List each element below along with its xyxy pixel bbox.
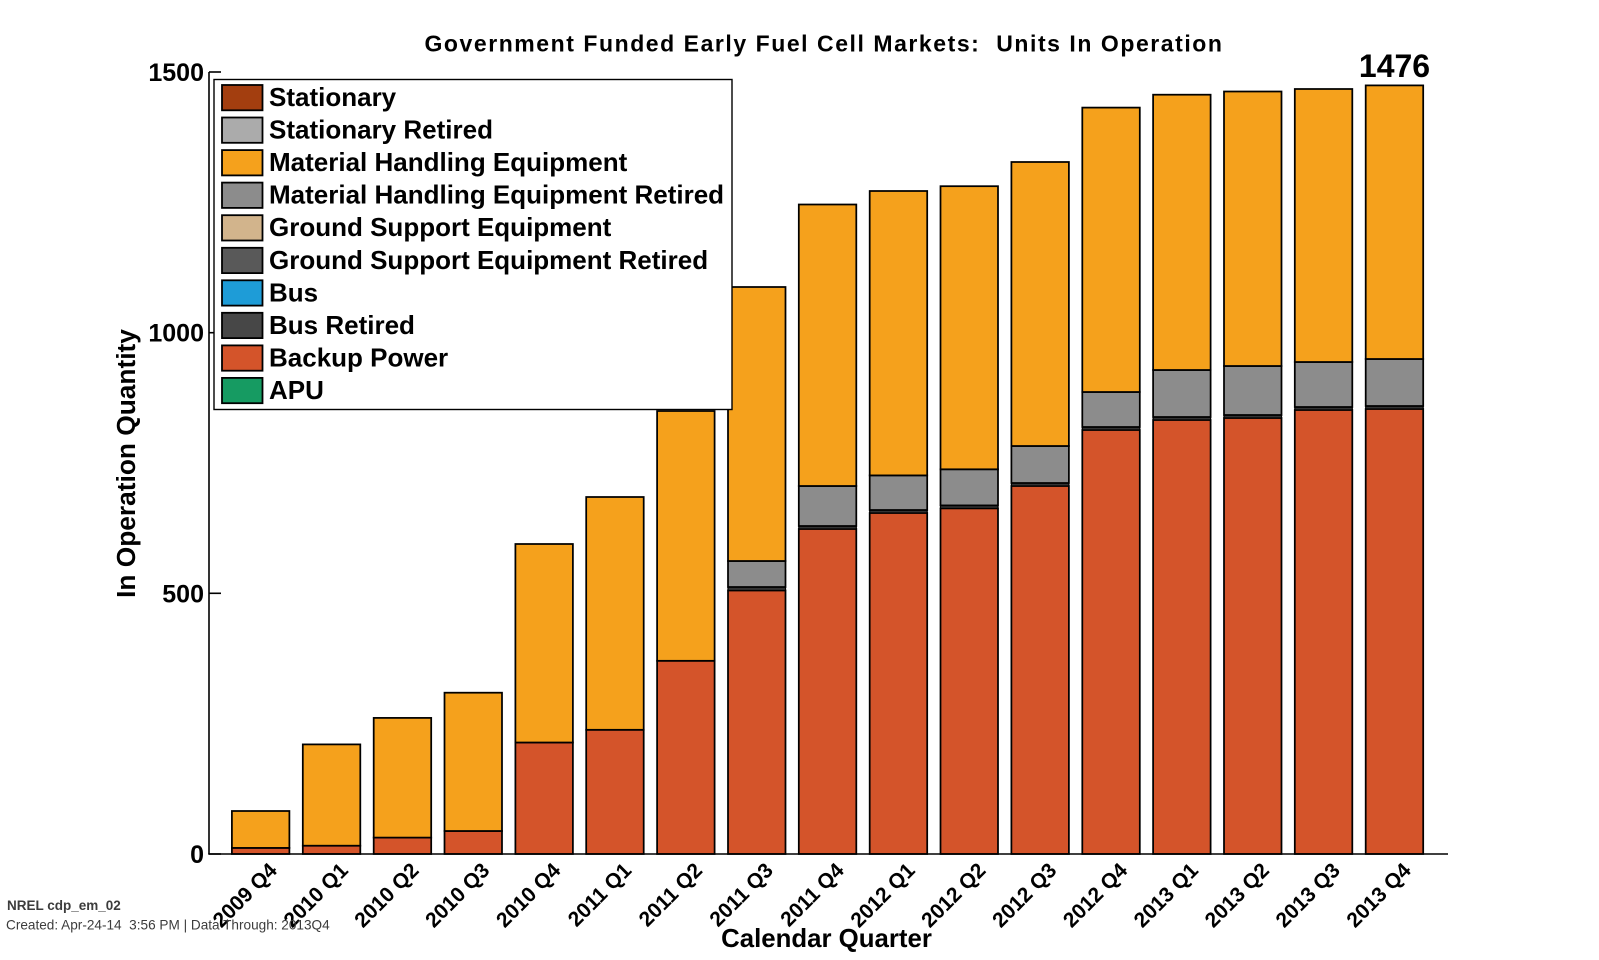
svg-text:Ground Support Equipment Retir: Ground Support Equipment Retired <box>269 245 708 275</box>
svg-text:Material Handling Equipment: Material Handling Equipment <box>269 147 628 177</box>
svg-text:Stationary Retired: Stationary Retired <box>269 115 493 145</box>
svg-text:Bus Retired: Bus Retired <box>269 310 415 340</box>
svg-text:0: 0 <box>190 841 204 869</box>
svg-text:NREL cdp_em_02: NREL cdp_em_02 <box>7 898 121 913</box>
svg-text:Stationary: Stationary <box>269 82 397 112</box>
svg-text:Calendar Quarter: Calendar Quarter <box>721 925 932 953</box>
svg-text:Ground Support Equipment: Ground Support Equipment <box>269 212 612 242</box>
svg-text:Created: Apr-24-14 3:56 PM |: Created: Apr-24-14 3:56 PM | Data Throug… <box>6 917 330 932</box>
svg-text:In Operation Quantity: In Operation Quantity <box>111 329 141 598</box>
svg-text:APU: APU <box>269 375 324 405</box>
svg-text:1000: 1000 <box>148 320 204 348</box>
svg-text:Bus: Bus <box>269 277 318 307</box>
svg-text:Government Funded Early Fuel C: Government Funded Early Fuel Cell Market… <box>424 31 1223 57</box>
svg-text:Material Handling Equipment Re: Material Handling Equipment Retired <box>269 180 724 210</box>
svg-text:Backup Power: Backup Power <box>269 342 448 372</box>
svg-text:1500: 1500 <box>148 59 204 87</box>
svg-text:500: 500 <box>162 580 204 608</box>
svg-text:1476: 1476 <box>1359 48 1430 84</box>
